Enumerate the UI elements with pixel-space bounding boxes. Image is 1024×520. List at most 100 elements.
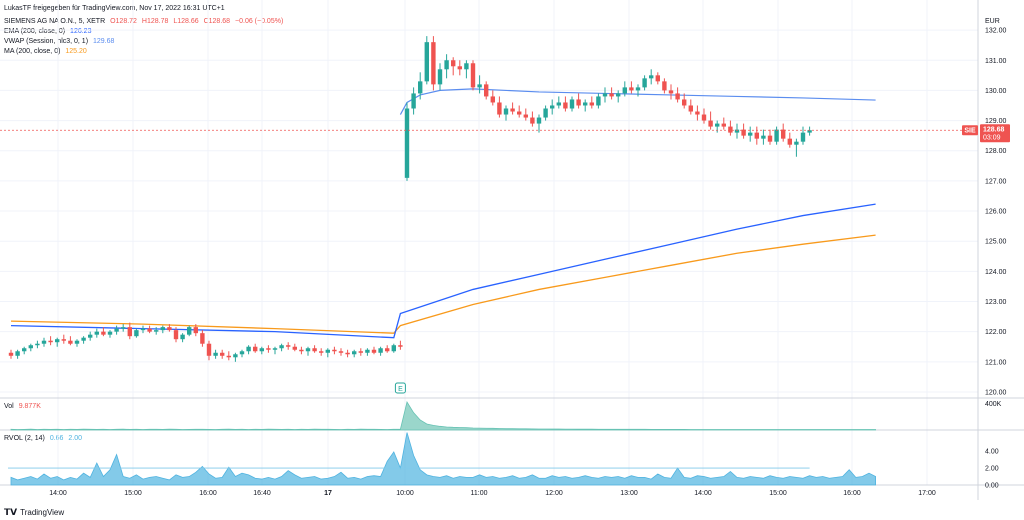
- time-tick-label: 11:00: [471, 490, 488, 497]
- candle-body: [490, 96, 495, 103]
- candle-body: [226, 355, 231, 358]
- candle-body: [154, 330, 159, 332]
- ma-legend-value: 125.20: [65, 48, 87, 55]
- candle-body: [741, 129, 746, 136]
- candle-body: [602, 93, 608, 97]
- ohlc-high: H128.78: [141, 18, 169, 25]
- tradingview-brand[interactable]: 𝗧𝗩 TradingView: [4, 507, 64, 518]
- time-tick-label: 14:00: [49, 490, 67, 497]
- candle-body: [68, 340, 73, 344]
- candle-body: [695, 111, 700, 115]
- candle-body: [787, 138, 792, 145]
- ma-legend[interactable]: MA (200, close, 0) 125.20: [4, 47, 90, 56]
- candle-body: [332, 349, 337, 352]
- chart-attribution: LukasTF freigegeben für TradingView.com,…: [4, 4, 228, 13]
- candle-body: [160, 327, 165, 331]
- candle-body: [754, 132, 759, 139]
- price-tick-label: 122.00: [985, 329, 1007, 336]
- candle-body: [550, 105, 555, 109]
- price-tick-label: 128.00: [985, 148, 1007, 155]
- ema-legend-value: 126.23: [70, 28, 92, 35]
- candle-body: [61, 339, 66, 341]
- last-price-label: 128.68: [983, 127, 1005, 134]
- ema-legend[interactable]: EMA (200, close, 0) 126.23: [4, 27, 94, 36]
- candle-body: [543, 108, 548, 118]
- symbol-title[interactable]: SIEMENS AG NA O.N., 5, XETR: [4, 18, 106, 25]
- candle-body: [312, 348, 317, 352]
- candle-body: [470, 63, 476, 88]
- candle-body: [319, 351, 324, 353]
- candle-body: [15, 351, 20, 356]
- candle-body: [134, 330, 139, 337]
- ticker-badge-label: SIE: [964, 128, 976, 135]
- candle-body: [629, 87, 634, 91]
- candle-body: [41, 340, 47, 344]
- candle-body: [510, 108, 515, 112]
- candle-body: [187, 327, 192, 335]
- candle-body: [609, 93, 614, 97]
- candle-body: [523, 114, 528, 118]
- tradingview-logo-icon: 𝗧𝗩: [4, 507, 18, 517]
- time-tick-label: 14:00: [694, 490, 712, 497]
- candle-body: [385, 348, 390, 352]
- indicator-lines: [10, 88, 876, 339]
- candle-body: [635, 87, 641, 91]
- ema-line: [10, 203, 876, 339]
- candle-body: [530, 117, 535, 124]
- candle-body: [484, 84, 489, 97]
- price-axis[interactable]: 120.00 121.00 122.00 123.00 124.00 125.00 126.…: [985, 18, 1007, 490]
- candle-body: [391, 345, 396, 352]
- candle-body: [200, 333, 205, 344]
- price-tick-label: 126.00: [985, 209, 1007, 216]
- candle-body: [668, 90, 674, 94]
- candle-body: [715, 123, 720, 127]
- ohlc-close: C128.68: [203, 18, 231, 25]
- volume-legend[interactable]: Vol 9.877K: [4, 402, 44, 411]
- candle-body: [622, 87, 627, 94]
- candle-body: [299, 349, 304, 352]
- countdown-label: 03:09: [983, 135, 1001, 142]
- candle-body: [55, 339, 60, 343]
- currency-label: EUR: [985, 18, 1000, 25]
- time-tick-label: 17: [324, 490, 332, 497]
- candle-body: [503, 108, 509, 115]
- candle-body: [28, 345, 33, 349]
- vwap-legend-value: 129.68: [93, 38, 115, 45]
- earnings-marker: [394, 382, 406, 394]
- candle-body: [378, 348, 383, 353]
- rvol-legend[interactable]: RVOL (2, 14) 0.66 2.00: [4, 434, 85, 443]
- candle-body: [794, 141, 799, 145]
- candle-body: [437, 69, 443, 85]
- volume-legend-label: Vol: [4, 403, 14, 410]
- time-tick-label: 12:00: [545, 490, 563, 497]
- candle-body: [358, 351, 363, 353]
- candle-body: [365, 349, 370, 353]
- volume-tick-label: 400K: [985, 401, 1002, 408]
- rvol-area: [10, 432, 876, 486]
- candle-body: [239, 351, 245, 355]
- time-tick-label: 15:00: [769, 490, 787, 497]
- candle-body: [94, 331, 99, 335]
- candle-body: [404, 108, 410, 178]
- price-tick-label: 127.00: [985, 178, 1007, 185]
- candle-body: [701, 114, 707, 121]
- candle-body: [767, 135, 773, 142]
- candle-body: [48, 340, 53, 343]
- time-axis[interactable]: 14:00 15:00 16:00 16:40 17 10:00 11:00 12:00 13:…: [49, 490, 936, 497]
- candle-body: [563, 102, 568, 109]
- candle-body: [88, 334, 93, 338]
- candle-body: [338, 351, 344, 353]
- candle-body: [807, 130, 812, 133]
- candle-body: [556, 102, 561, 106]
- candle-body: [345, 352, 350, 355]
- vwap-legend[interactable]: VWAP (Session, hlc3, 0, 1) 129.68: [4, 37, 117, 46]
- candle-body: [101, 331, 106, 335]
- time-tick-label: 13:00: [620, 490, 638, 497]
- price-tick-label: 123.00: [985, 299, 1007, 306]
- candle-body: [517, 111, 522, 115]
- candle-body: [259, 348, 264, 352]
- time-tick-label: 17:00: [918, 490, 936, 497]
- candle-body: [325, 349, 330, 353]
